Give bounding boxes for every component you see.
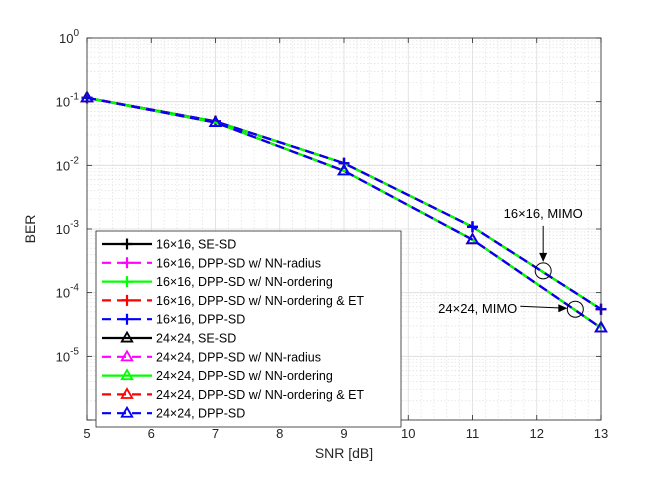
x-tick-label: 13 — [594, 426, 608, 441]
data-point-marker — [120, 330, 134, 343]
data-point-marker — [121, 313, 133, 325]
annotation-circle — [566, 300, 584, 318]
legend-label: 16×16, DPP-SD w/ NN-ordering & ET — [156, 294, 364, 308]
legend-entry: 24×24, DPP-SD — [102, 405, 245, 421]
legend-entry: 16×16, DPP-SD w/ NN-ordering — [102, 275, 333, 289]
x-tick-labels: 5 6 7 8 9 10 11 12 13 — [83, 426, 608, 441]
legend: 16×16, SE-SD 16×16, DPP-SD w/ NN-radius 16… — [95, 230, 402, 428]
y-tick-label: 10-2 — [56, 155, 80, 173]
data-point-marker — [120, 405, 134, 418]
legend-entry: 16×16, SE-SD — [102, 238, 236, 252]
data-point-marker — [465, 232, 480, 245]
legend-entry: 24×24, DPP-SD w/ NN-ordering — [102, 368, 333, 383]
x-tick-label: 5 — [83, 426, 90, 441]
data-point-marker — [121, 257, 133, 269]
legend-label: 24×24, SE-SD — [156, 332, 236, 346]
annotation-label: 24×24, MIMO — [438, 301, 517, 316]
annotation-label: 16×16, MIMO — [504, 206, 583, 221]
legend-label: 16×16, DPP-SD w/ NN-ordering — [156, 275, 333, 289]
x-tick-label: 10 — [401, 426, 415, 441]
legend-entry: 24×24, DPP-SD w/ NN-radius — [102, 349, 321, 364]
legend-entry: 24×24, SE-SD — [102, 330, 236, 346]
data-point-marker — [467, 221, 478, 233]
legend-box — [95, 230, 402, 428]
data-point-marker — [120, 368, 134, 381]
legend-label: 16×16, SE-SD — [156, 238, 236, 252]
series-line — [80, 90, 608, 333]
legend-entry: 16×16, DPP-SD — [102, 313, 245, 327]
annotation-arrowhead — [539, 252, 548, 262]
legend-label: 24×24, DPP-SD — [156, 407, 245, 421]
legend-label: 24×24, DPP-SD w/ NN-radius — [156, 350, 321, 364]
x-tick-label: 12 — [530, 426, 544, 441]
data-point-marker — [121, 294, 133, 306]
legend-entry: 24×24, DPP-SD w/ NN-ordering & ET — [102, 387, 364, 402]
annotation-arrowhead — [558, 304, 568, 313]
x-tick-label: 6 — [148, 426, 155, 441]
y-axis-label: BER — [22, 215, 38, 244]
legend-entry: 16×16, DPP-SD w/ NN-radius — [102, 256, 321, 270]
y-tick-label: 10-4 — [56, 283, 80, 301]
legend-label: 24×24, DPP-SD w/ NN-ordering — [156, 369, 333, 383]
legend-label: 16×16, DPP-SD w/ NN-radius — [156, 256, 321, 270]
data-point-marker — [337, 163, 351, 176]
legend-label: 24×24, DPP-SD w/ NN-ordering & ET — [156, 388, 364, 402]
data-point-marker — [120, 349, 134, 362]
x-axis-label: SNR [dB] — [315, 445, 373, 461]
annotations: 16×16, MIMO 24×24, MIMO — [438, 206, 584, 318]
y-tick-label: 100 — [59, 28, 79, 46]
y-tick-label: 10-5 — [56, 346, 80, 364]
series-layer — [80, 90, 608, 333]
legend-label: 16×16, DPP-SD — [156, 313, 245, 327]
data-point-marker — [208, 115, 223, 128]
y-tick-labels: 100 10-1 10-2 10-3 10-4 10-5 — [56, 28, 80, 364]
x-tick-label: 8 — [276, 426, 283, 441]
data-point-marker — [121, 238, 133, 250]
x-tick-label: 7 — [212, 426, 219, 441]
series-path — [86, 96, 602, 329]
data-point-marker — [120, 387, 134, 399]
y-tick-label: 10-1 — [56, 92, 80, 110]
y-tick-label: 10-3 — [56, 219, 80, 237]
x-tick-label: 9 — [340, 426, 347, 441]
x-tick-label: 11 — [466, 426, 480, 441]
legend-entry: 16×16, DPP-SD w/ NN-ordering & ET — [102, 294, 364, 308]
annotation-circle — [534, 262, 552, 280]
data-point-marker — [121, 276, 133, 288]
